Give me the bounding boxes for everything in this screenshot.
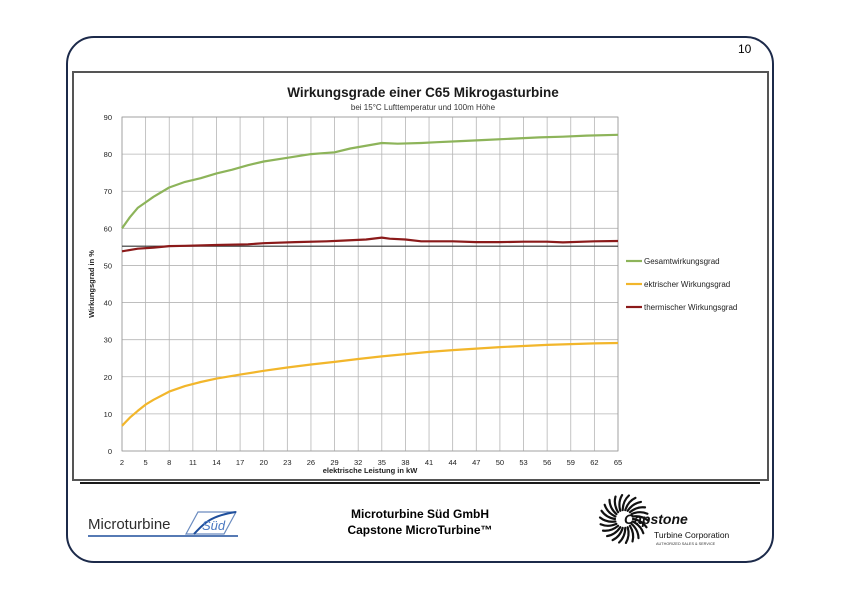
x-tick-label: 23 [283, 458, 291, 467]
capstone-tag: AUTHORIZED SALES & SERVICE [656, 542, 716, 546]
turbine-blade [631, 515, 650, 522]
x-tick-label: 41 [425, 458, 433, 467]
chart-title: Wirkungsgrade einer C65 Mikrogasturbine [287, 85, 559, 100]
efficiency-chart: Wirkungsgrade einer C65 Mikrogasturbine … [87, 85, 737, 475]
y-tick-label: 0 [108, 447, 112, 456]
legend-label: thermischer Wirkungsgrad [644, 303, 737, 312]
x-tick-label: 8 [167, 458, 171, 467]
x-tick-label: 50 [496, 458, 504, 467]
turbine-blade [618, 494, 624, 512]
turbine-blade [611, 526, 624, 542]
grid-layer [121, 116, 619, 452]
series-line-1 [121, 133, 619, 229]
x-tick-label: 38 [401, 458, 409, 467]
x-tick-label: 44 [448, 458, 456, 467]
y-tick-label: 20 [104, 373, 112, 382]
footer-rule [80, 482, 760, 484]
legend-label: Gesamtwirkungsgrad [644, 257, 720, 266]
y-tick-label: 90 [104, 113, 112, 122]
turbine-blades-icon [598, 494, 650, 544]
y-tick-label: 60 [104, 224, 112, 233]
x-axis-label: elektrische Leistung in kW [323, 466, 419, 475]
legend: Gesamtwirkungsgrad ektrischer Wirkungsgra… [626, 257, 737, 312]
turbine-blade [631, 520, 645, 535]
turbine-blade [624, 526, 630, 544]
series-line-2 [121, 341, 619, 427]
turbine-blade [621, 494, 630, 512]
company-product: Capstone MicroTurbine™ [347, 523, 493, 537]
y-tick-label: 40 [104, 299, 112, 308]
plot-area [121, 116, 619, 452]
turbine-blade [631, 517, 648, 529]
y-tick-label: 50 [104, 261, 112, 270]
company-name: Microturbine Süd GmbH [351, 507, 489, 521]
x-tick-label: 65 [614, 458, 622, 467]
x-tick-label: 5 [144, 458, 148, 467]
logo-text-main: Microturbine [88, 516, 171, 533]
turbine-blade [628, 506, 647, 514]
turbine-blade [601, 524, 620, 532]
x-tick-label: 17 [236, 458, 244, 467]
y-tick-label: 10 [104, 410, 112, 419]
x-tick-label: 56 [543, 458, 551, 467]
logo-text-accent: Süd [202, 518, 226, 533]
turbine-blade [626, 500, 642, 512]
x-tick-label: 26 [307, 458, 315, 467]
x-tick-label: 32 [354, 458, 362, 467]
y-tick-label: 70 [104, 187, 112, 196]
capstone-logo: Capstone Turbine Corporation AUTHORIZED … [598, 494, 730, 546]
x-tick-label: 53 [519, 458, 527, 467]
series-line-3 [121, 236, 619, 253]
x-tick-label: 14 [212, 458, 220, 467]
turbine-blade [630, 522, 640, 540]
legend-label: ektrischer Wirkungsgrad [644, 280, 730, 289]
y-axis-label: Wirkungsgrad in % [87, 250, 96, 318]
capstone-sub: Turbine Corporation [654, 530, 730, 540]
microturbine-sued-logo: Microturbine Süd [88, 511, 238, 537]
turbine-blade [624, 496, 637, 512]
page-number: 10 [738, 42, 752, 56]
turbine-blade [618, 526, 627, 544]
chart-container: Wirkungsgrade einer C65 Mikrogasturbine … [72, 71, 769, 481]
turbine-blade [613, 495, 620, 514]
turbine-blade [603, 503, 617, 518]
y-tick-label: 80 [104, 150, 112, 159]
turbine-blade [598, 516, 617, 523]
x-tick-label: 62 [590, 458, 598, 467]
x-tick-label: 20 [260, 458, 268, 467]
turbine-blade [608, 498, 618, 516]
turbine-blade [630, 511, 649, 516]
y-tick-label: 30 [104, 336, 112, 345]
turbine-blade [599, 522, 618, 527]
x-tick-label: 35 [378, 458, 386, 467]
slide-frame [66, 36, 774, 563]
x-tick-label: 2 [120, 458, 124, 467]
chart-subtitle: bei 15°C Lufttemperatur und 100m Höhe [351, 103, 496, 112]
turbine-blade [606, 526, 622, 538]
logo-swoosh-accent [193, 511, 237, 535]
x-tick-label: 47 [472, 458, 480, 467]
series-layer [121, 133, 619, 427]
turbine-blade [600, 509, 617, 521]
capstone-brand: Capstone [624, 511, 688, 527]
company-block: Microturbine Süd GmbH Capstone MicroTurb… [300, 506, 540, 538]
turbine-blade [628, 524, 635, 543]
x-tick-label: 29 [330, 458, 338, 467]
x-tick-label: 59 [567, 458, 575, 467]
tick-layer: 0 10 20 30 40 50 60 70 80 90 2 5 8 11 14 17 20 23 26 29 32 35… [104, 113, 623, 467]
x-tick-label: 11 [189, 458, 197, 467]
